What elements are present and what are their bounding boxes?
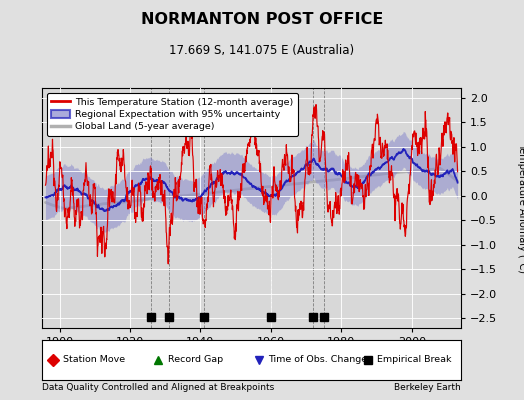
Text: Record Gap: Record Gap [168, 356, 223, 364]
Y-axis label: Temperature Anomaly (°C): Temperature Anomaly (°C) [517, 143, 524, 273]
Legend: This Temperature Station (12-month average), Regional Expectation with 95% uncer: This Temperature Station (12-month avera… [47, 93, 298, 136]
Text: NORMANTON POST OFFICE: NORMANTON POST OFFICE [141, 12, 383, 27]
Text: Empirical Break: Empirical Break [377, 356, 452, 364]
Text: Data Quality Controlled and Aligned at Breakpoints: Data Quality Controlled and Aligned at B… [42, 383, 274, 392]
Text: Berkeley Earth: Berkeley Earth [395, 383, 461, 392]
Text: Time of Obs. Change: Time of Obs. Change [268, 356, 367, 364]
Text: 17.669 S, 141.075 E (Australia): 17.669 S, 141.075 E (Australia) [169, 44, 355, 57]
Text: Station Move: Station Move [63, 356, 125, 364]
